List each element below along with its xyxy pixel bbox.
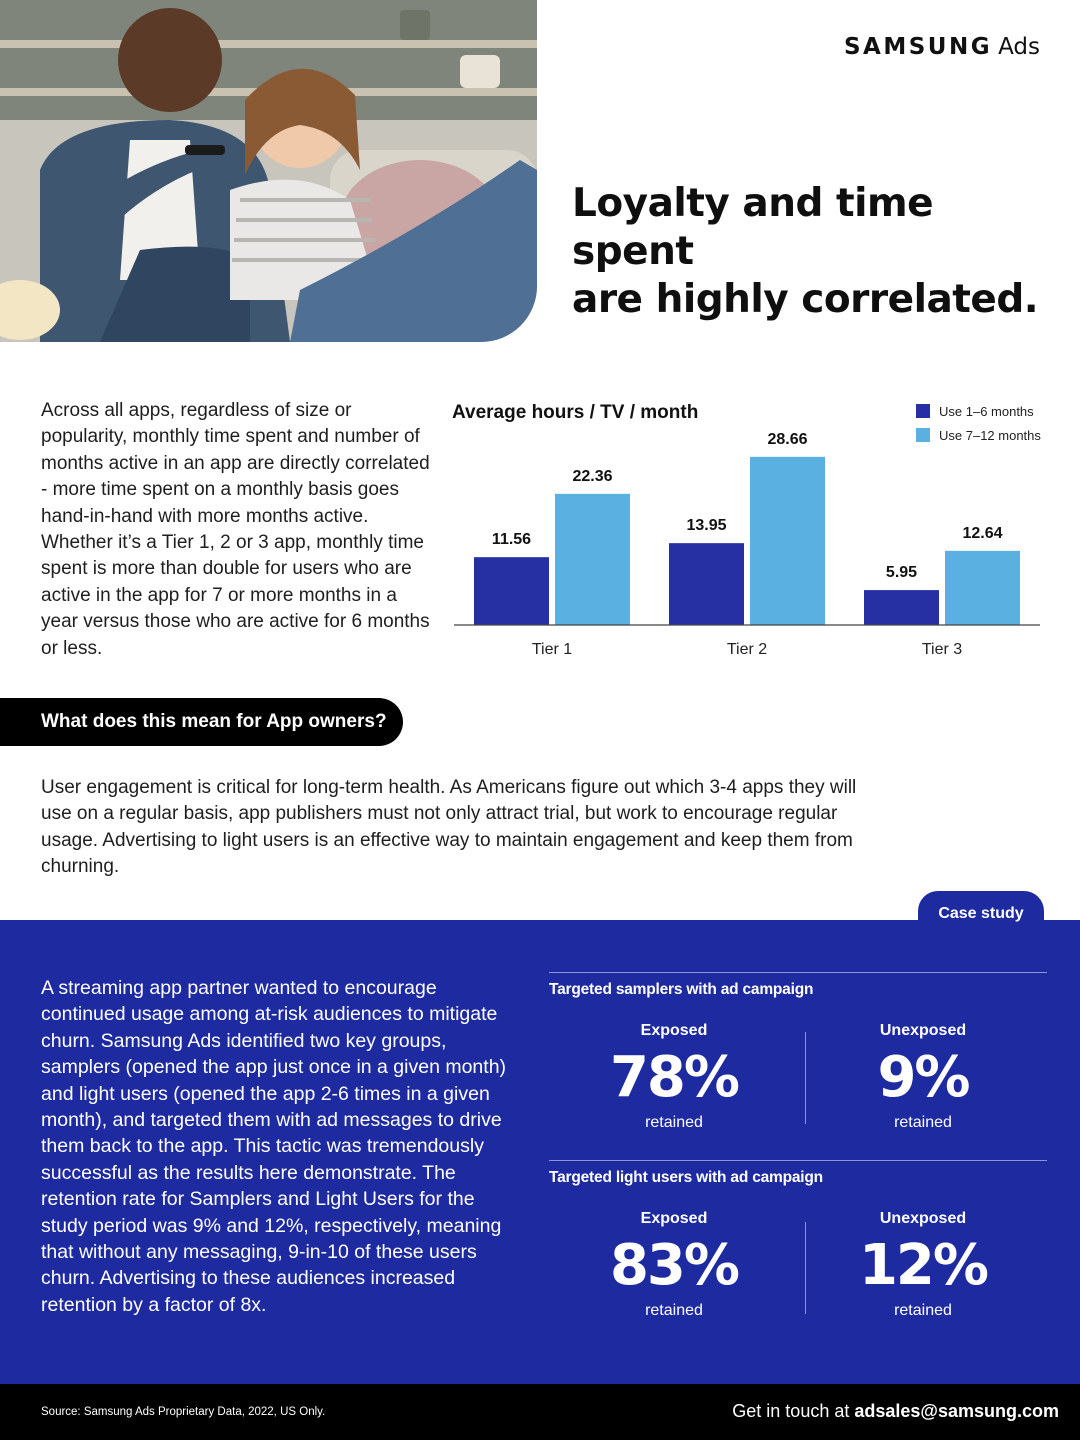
exposed-label: Exposed <box>640 1022 708 1039</box>
intro-paragraph: Across all apps, regardless of size or p… <box>41 400 430 659</box>
divider-rule <box>549 972 1047 973</box>
samplers-stat-block: Targeted samplers with ad campaign Expos… <box>549 972 1047 1131</box>
bar-tier-1-series-2 <box>555 493 630 625</box>
exposed-value: 78% <box>609 1045 740 1110</box>
legend-swatch-use-1-6-months <box>916 404 930 418</box>
retained-label: retained <box>645 1114 703 1131</box>
source-note: Source: Samsung Ads Proprietary Data, 20… <box>41 1406 326 1418</box>
bar-tier-2-series-1 <box>669 543 744 625</box>
legend-swatch-use-7-12-months <box>916 428 930 442</box>
data-label: 5.95 <box>886 564 917 581</box>
data-label: 11.56 <box>492 531 531 548</box>
contact-line: Get in touch at adsales@samsung.com <box>732 1401 1059 1422</box>
x-tick-label: Tier 1 <box>532 641 572 658</box>
case-study-panel: A streaming app partner wanted to encour… <box>0 920 1080 1384</box>
light-users-exposed: Exposed 83% retained <box>549 1210 799 1320</box>
light-users-unexposed: Unexposed 12% retained <box>798 1210 1048 1320</box>
data-label: 28.66 <box>767 431 807 448</box>
data-label: 22.36 <box>572 468 612 485</box>
samplers-heading: Targeted samplers with ad campaign <box>549 981 814 998</box>
vertical-divider <box>805 1032 806 1124</box>
data-label: 13.95 <box>686 517 726 534</box>
chart-tick-labels: Tier 1 Tier 2 Tier 3 <box>532 641 962 658</box>
unexposed-value: 12% <box>858 1233 989 1298</box>
samplers-unexposed: Unexposed 9% retained <box>798 1022 1048 1132</box>
footer: Source: Samsung Ads Proprietary Data, 20… <box>0 1384 1080 1440</box>
brand-name: SAMSUNG <box>843 34 993 60</box>
bar-tier-1-series-1 <box>474 557 549 625</box>
legend-label-use-1-6-months: Use 1–6 months <box>939 404 1034 419</box>
unexposed-value: 9% <box>877 1045 970 1110</box>
headline-line-1: Loyalty and time spent <box>572 181 934 274</box>
chart-svg: Average hours / TV / month Use 1–6 month… <box>452 402 1041 658</box>
headline-line-2: are highly correlated. <box>572 277 1039 322</box>
retained-label: retained <box>894 1302 952 1319</box>
chart-bars: 11.56 22.36 13.95 28.66 5.95 12.64 <box>474 431 1020 625</box>
x-tick-label: Tier 2 <box>727 641 767 658</box>
hero-photo <box>0 0 537 342</box>
bar-tier-2-series-2 <box>750 456 825 625</box>
app-owners-heading: What does this mean for App owners? <box>0 698 403 746</box>
brand-product: Ads <box>998 34 1040 60</box>
case-study-paragraph: A streaming app partner wanted to encour… <box>41 977 507 1316</box>
unexposed-label: Unexposed <box>879 1022 967 1039</box>
retained-label: retained <box>645 1302 703 1319</box>
app-owners-paragraph: User engagement is critical for long-ter… <box>41 777 857 878</box>
legend-label-use-7-12-months: Use 7–12 months <box>939 428 1041 443</box>
chart-title: Average hours / TV / month <box>452 402 698 423</box>
unexposed-label: Unexposed <box>879 1210 967 1227</box>
light-users-stat-block: Targeted light users with ad campaign Ex… <box>549 1160 1047 1319</box>
bar-tier-3-series-2 <box>945 550 1020 625</box>
data-label: 12.64 <box>962 525 1002 542</box>
contact-email-link[interactable]: adsales@samsung.com <box>854 1401 1059 1421</box>
x-tick-label: Tier 3 <box>922 641 962 658</box>
chart-legend: Use 1–6 months Use 7–12 months <box>916 404 1041 443</box>
page-headline: Loyalty and time spent are highly correl… <box>572 180 1042 324</box>
retained-label: retained <box>894 1114 952 1131</box>
exposed-label: Exposed <box>640 1210 708 1227</box>
exposed-value: 83% <box>609 1233 740 1298</box>
samplers-exposed: Exposed 78% retained <box>549 1022 799 1132</box>
light-users-heading: Targeted light users with ad campaign <box>549 1169 823 1186</box>
contact-prefix: Get in touch at <box>732 1401 855 1421</box>
couple-watching-tv-illustration <box>0 0 537 342</box>
bar-chart: Average hours / TV / month Use 1–6 month… <box>440 390 1060 670</box>
bar-tier-3-series-1 <box>864 590 939 625</box>
vertical-divider <box>805 1222 806 1314</box>
case-study-tab: Case study <box>918 891 1044 931</box>
samsung-ads-logo: SAMSUNG Ads <box>844 34 1040 60</box>
divider-rule <box>549 1160 1047 1161</box>
